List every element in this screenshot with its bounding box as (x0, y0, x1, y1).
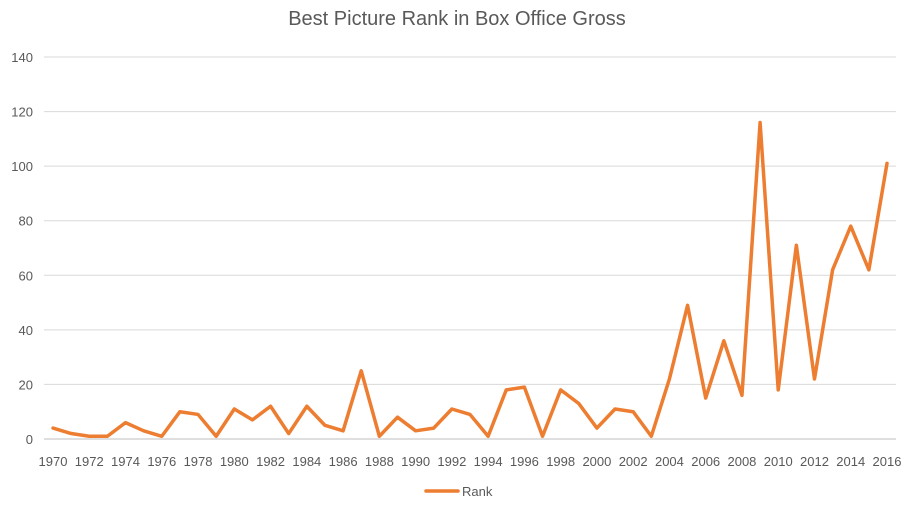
legend: Rank (424, 484, 493, 499)
x-tick-label: 2010 (764, 454, 793, 469)
y-tick-label: 60 (19, 268, 33, 283)
y-tick-label: 100 (11, 159, 33, 174)
series-lines (51, 120, 889, 439)
chart-title: Best Picture Rank in Box Office Gross (288, 8, 626, 30)
x-tick-label: 1972 (75, 454, 104, 469)
x-tick-label: 1970 (39, 454, 68, 469)
x-tick-label: 1974 (111, 454, 140, 469)
y-tick-label: 120 (11, 105, 33, 120)
x-tick-label: 1978 (184, 454, 213, 469)
y-tick-label: 0 (26, 432, 33, 447)
x-tick-label: 1986 (329, 454, 358, 469)
grid-lines (44, 56, 896, 440)
y-tick-label: 20 (19, 377, 33, 392)
y-tick-label: 140 (11, 50, 33, 65)
legend-label: Rank (462, 484, 493, 499)
x-tick-label: 1982 (256, 454, 285, 469)
y-tick-label: 80 (19, 214, 33, 229)
x-tick-label: 1984 (292, 454, 321, 469)
x-tick-label: 1996 (510, 454, 539, 469)
x-tick-label: 2012 (800, 454, 829, 469)
x-tick-label: 2006 (691, 454, 720, 469)
x-tick-label: 1988 (365, 454, 394, 469)
x-tick-label: 2016 (873, 454, 902, 469)
x-tick-label: 2000 (582, 454, 611, 469)
y-tick-label: 40 (19, 323, 33, 338)
x-tick-label: 1994 (474, 454, 503, 469)
x-tick-label: 1976 (147, 454, 176, 469)
x-tick-label: 2002 (619, 454, 648, 469)
series-line-rank (51, 120, 889, 439)
x-axis-ticks: 1970 1972 1974 1976 1978 1980 1982 1984 1986 1988… (39, 454, 902, 469)
x-tick-label: 1998 (546, 454, 575, 469)
y-axis-ticks: 0 20 40 60 80 100 120 140 (11, 50, 33, 447)
x-tick-label: 1992 (437, 454, 466, 469)
x-tick-label: 1980 (220, 454, 249, 469)
x-tick-label: 2014 (836, 454, 865, 469)
x-tick-label: 2008 (727, 454, 756, 469)
x-tick-label: 1990 (401, 454, 430, 469)
x-tick-label: 2004 (655, 454, 684, 469)
